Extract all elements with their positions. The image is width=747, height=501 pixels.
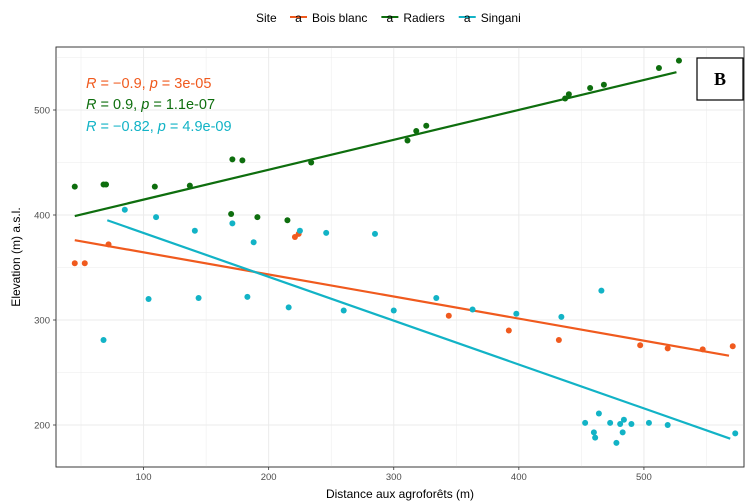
- point-singani: [590, 429, 597, 436]
- legend: Site a Bois blanc a Radiers a Singani: [256, 11, 521, 25]
- point-bois-blanc: [505, 327, 512, 334]
- point-radiers: [565, 91, 572, 98]
- point-singani: [191, 227, 198, 234]
- x-tick-label: 300: [386, 472, 402, 483]
- point-singani: [598, 287, 605, 294]
- point-singani: [469, 306, 476, 313]
- stat-label-bois-blanc: R = −0.9, p = 3e-05: [86, 76, 211, 92]
- point-radiers: [413, 128, 420, 134]
- point-singani: [195, 294, 202, 301]
- data-points: [71, 57, 739, 446]
- point-singani: [619, 429, 626, 436]
- plot-border: [55, 46, 745, 468]
- x-tick-label: 200: [261, 472, 277, 483]
- point-radiers: [600, 81, 607, 88]
- point-singani: [732, 430, 739, 437]
- point-radiers: [675, 57, 682, 64]
- point-bois-blanc: [555, 336, 562, 343]
- point-bois-blanc: [699, 346, 706, 353]
- regression-lines: [74, 71, 731, 440]
- point-radiers: [404, 137, 411, 144]
- point-radiers: [103, 181, 110, 188]
- stat-label-radiers: R = 0.9, p = 1.1e-07: [86, 97, 215, 113]
- point-radiers: [254, 214, 261, 221]
- point-singani: [595, 410, 602, 417]
- x-tick-label: 100: [136, 472, 152, 483]
- legend-label-singani: Singani: [481, 11, 521, 25]
- fit-line-singani: [106, 219, 731, 440]
- point-singani: [323, 229, 330, 236]
- point-radiers: [284, 217, 291, 224]
- point-radiers: [239, 157, 246, 164]
- y-axis-title: Elevation (m) a.s.l.: [9, 207, 23, 306]
- point-singani: [100, 336, 107, 343]
- point-singani: [592, 434, 599, 441]
- point-singani: [145, 296, 152, 302]
- grid: [56, 47, 744, 467]
- point-radiers: [151, 183, 158, 190]
- point-singani: [229, 220, 236, 227]
- point-radiers: [229, 156, 236, 163]
- point-singani: [513, 310, 520, 317]
- point-bois-blanc: [664, 345, 671, 352]
- fit-line-radiers: [74, 71, 677, 218]
- point-singani: [296, 227, 303, 234]
- point-singani: [153, 214, 160, 221]
- point-radiers: [562, 95, 569, 102]
- point-singani: [244, 293, 251, 300]
- point-singani: [433, 294, 440, 301]
- point-singani: [613, 439, 620, 446]
- x-axis-title: Distance aux agroforêts (m): [326, 487, 474, 501]
- legend-key-glyph-bois-blanc: a: [295, 11, 302, 25]
- point-singani: [340, 307, 347, 314]
- point-bois-blanc: [81, 260, 88, 267]
- point-singani: [620, 416, 627, 423]
- point-bois-blanc: [71, 260, 78, 267]
- panel-label-frame: [696, 57, 744, 101]
- point-singani: [390, 307, 397, 314]
- correlation-annotations: R = −0.9, p = 3e-05 R = 0.9, p = 1.1e-07 R…: [86, 76, 232, 135]
- point-singani: [121, 206, 128, 213]
- point-singani: [558, 313, 565, 320]
- point-bois-blanc: [729, 343, 736, 350]
- y-tick-label: 300: [34, 316, 50, 327]
- legend-key-glyph-singani: a: [464, 11, 471, 25]
- point-radiers: [71, 183, 78, 190]
- point-radiers: [423, 122, 430, 129]
- legend-label-bois-blanc: Bois blanc: [312, 11, 367, 25]
- y-tick-label: 200: [34, 421, 50, 432]
- panel-label-box: B: [696, 57, 744, 101]
- panel-label: B: [714, 69, 726, 89]
- point-bois-blanc: [105, 241, 112, 248]
- point-singani: [645, 419, 652, 426]
- legend-label-radiers: Radiers: [403, 11, 444, 25]
- point-singani: [617, 420, 624, 427]
- point-singani: [607, 419, 614, 426]
- point-radiers: [655, 65, 662, 71]
- y-tick-label: 400: [34, 211, 50, 222]
- x-tick-label: 400: [511, 472, 527, 483]
- point-singani: [371, 230, 378, 237]
- point-radiers: [308, 159, 315, 166]
- point-bois-blanc: [637, 342, 644, 349]
- fit-line-bois-blanc: [74, 239, 730, 357]
- point-singani: [250, 239, 257, 246]
- point-bois-blanc: [445, 312, 452, 319]
- point-singani: [582, 419, 589, 426]
- point-singani: [628, 420, 635, 427]
- point-singani: [664, 422, 671, 428]
- point-radiers: [228, 210, 235, 217]
- legend-key-glyph-radiers: a: [387, 11, 394, 25]
- y-axis-ticks: 200 300 400 500: [34, 106, 56, 432]
- point-singani: [285, 304, 292, 311]
- y-tick-label: 500: [34, 106, 50, 117]
- x-axis-ticks: 100 200 300 400 500: [136, 467, 652, 483]
- point-radiers: [587, 84, 594, 91]
- point-radiers: [186, 182, 193, 189]
- stat-label-singani: R = −0.82, p = 4.9e-09: [86, 119, 232, 135]
- x-tick-label: 500: [636, 472, 652, 483]
- legend-title: Site: [256, 11, 277, 25]
